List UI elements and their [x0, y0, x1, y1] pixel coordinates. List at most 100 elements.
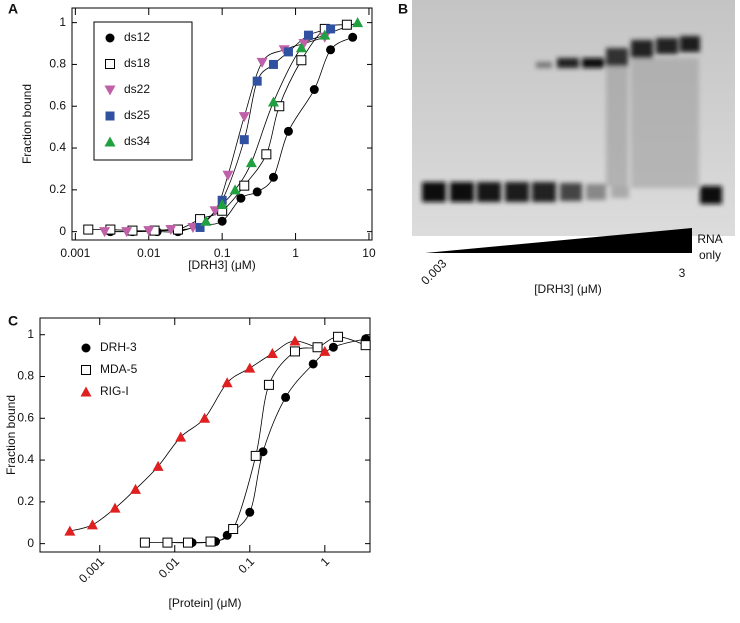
y-tick-label: 0.4: [49, 140, 66, 154]
x-tick-label: 1: [292, 246, 299, 260]
legend-marker: [104, 136, 116, 147]
marker: [348, 32, 358, 42]
legend-marker: [105, 111, 115, 121]
legend-label: ds18: [124, 56, 150, 70]
control-label: only: [699, 248, 721, 262]
legend-label: ds22: [124, 82, 150, 96]
y-tick-label: 0.6: [17, 410, 34, 424]
marker: [296, 55, 307, 66]
x-tick-label: 0.001: [76, 554, 107, 585]
plot-frame: [39, 317, 371, 553]
marker: [252, 187, 262, 197]
marker: [289, 335, 301, 346]
marker: [303, 30, 313, 40]
control-label: RNA: [697, 232, 722, 246]
chart-panel: A 0 0.2 0.4 0.6 0.8 1 0.001 0.01 0.1 1 10 [DRH3] (μM…: [8, 1, 376, 272]
marker: [309, 85, 319, 95]
panel-letter: B: [398, 1, 408, 17]
legend-marker: [105, 59, 115, 69]
marker: [319, 29, 331, 40]
marker: [263, 379, 274, 390]
panel-letter: A: [8, 1, 18, 17]
marker: [352, 17, 364, 28]
x-tick-label: 0.1: [235, 554, 257, 576]
marker: [268, 172, 278, 182]
marker: [239, 135, 249, 145]
x-tick-label: 0.01: [156, 554, 183, 581]
marker: [86, 519, 98, 530]
marker: [238, 112, 250, 123]
marker: [312, 342, 323, 353]
marker: [195, 222, 205, 232]
gel-axis-label: [DRH3] (μM): [534, 282, 602, 296]
y-tick-label: 0.8: [17, 369, 34, 383]
legend-marker: [104, 85, 116, 96]
marker: [236, 193, 246, 203]
marker: [267, 96, 279, 107]
marker: [308, 359, 318, 369]
legend-marker: [81, 365, 91, 375]
marker: [99, 227, 111, 238]
marker: [245, 157, 257, 168]
fit-curve: [205, 22, 358, 222]
marker: [152, 460, 164, 471]
marker: [261, 149, 272, 160]
fit-curve: [167, 338, 366, 544]
marker: [244, 362, 256, 373]
x-tick-label: 0.01: [137, 246, 161, 260]
marker: [256, 57, 268, 68]
y-tick-label: 0.2: [49, 182, 66, 196]
y-tick-label: 0.2: [17, 494, 34, 508]
x-tick-label: 10: [362, 246, 376, 260]
marker: [121, 227, 133, 238]
marker: [216, 198, 228, 209]
marker: [229, 184, 241, 195]
marker: [221, 377, 233, 388]
marker: [341, 19, 352, 30]
gel-bands: [422, 36, 722, 204]
marker: [205, 536, 216, 547]
marker: [245, 507, 255, 517]
marker: [333, 331, 344, 342]
marker: [83, 224, 94, 235]
marker: [217, 216, 227, 226]
y-tick-label: 0: [27, 536, 34, 550]
marker: [165, 225, 177, 236]
x-tick-label: 0.001: [60, 246, 90, 260]
concentration-wedge: [425, 228, 692, 253]
marker: [328, 342, 338, 352]
legend-marker: [105, 33, 115, 43]
marker: [298, 39, 310, 50]
x-axis-label: [Protein] (μM): [169, 596, 242, 610]
marker: [252, 76, 262, 86]
marker: [319, 345, 331, 356]
marker: [222, 170, 234, 181]
y-tick-label: 0.8: [49, 57, 66, 71]
legend-label: ds25: [124, 108, 150, 122]
legend-label: ds34: [124, 134, 150, 148]
legend-label: DRH-3: [100, 340, 137, 354]
legend-label: ds12: [124, 30, 150, 44]
marker: [162, 537, 173, 548]
marker: [175, 431, 187, 442]
marker: [250, 450, 261, 461]
marker: [295, 42, 307, 53]
y-axis-label: Fraction bound: [20, 84, 34, 164]
gel-panel: B RNA only 0.003 3 [DRH3] (μM): [398, 0, 735, 296]
marker: [289, 346, 300, 357]
marker: [200, 215, 212, 226]
x-tick-label: 0.1: [214, 246, 231, 260]
marker: [268, 59, 278, 69]
x-axis-label: [DRH3] (μM): [188, 258, 256, 272]
marker: [326, 45, 336, 55]
y-tick-label: 0.6: [49, 98, 66, 112]
y-tick-label: 0: [59, 224, 66, 238]
chart-panel: C 0 0.2 0.4 0.6 0.8 1 0.001 0.01 0.1 1 [Protein] (μ…: [4, 313, 371, 610]
marker: [283, 47, 293, 57]
marker: [182, 537, 193, 548]
y-tick-label: 1: [27, 327, 34, 341]
marker: [283, 126, 293, 136]
legend-marker: [81, 343, 91, 353]
legend-marker: [80, 386, 92, 397]
